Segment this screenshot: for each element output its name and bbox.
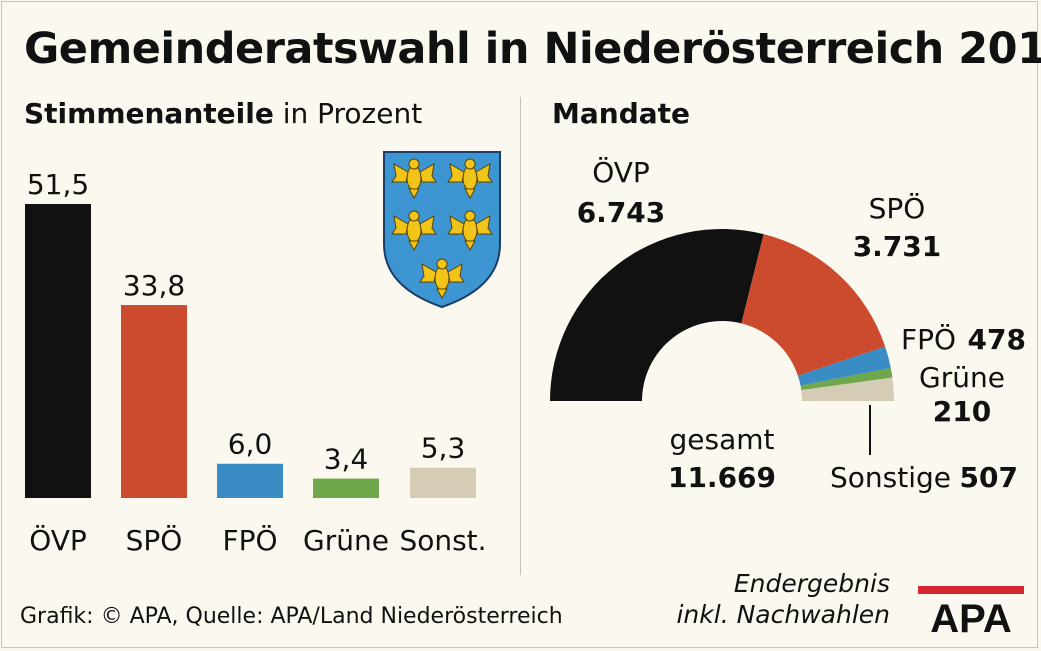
donut-value-label: 6.743	[577, 196, 666, 229]
bar-category-label: SPÖ	[126, 523, 183, 557]
bar-value-label: 3,4	[324, 443, 369, 476]
bar-chart-subtitle-bold: Stimmenanteile	[24, 97, 274, 130]
apa-logo: APA	[918, 586, 1024, 636]
bar-category-label: Grüne	[303, 524, 389, 557]
result-note: Endergebnis inkl. Nachwahlen	[640, 568, 890, 630]
bar-chart-subtitle: Stimmenanteile in Prozent	[24, 97, 422, 130]
donut-label: SPÖ	[869, 191, 926, 225]
donut-value-label: 210	[933, 395, 991, 428]
donut-label: Grüne	[919, 361, 1005, 394]
bar-value-label: 33,8	[123, 269, 185, 302]
donut-label: Sonstige	[830, 461, 951, 494]
bar-3	[313, 478, 379, 498]
bar-value-label: 51,5	[27, 168, 89, 201]
page-title: Gemeinderatswahl in Niederösterreich 201…	[24, 24, 1041, 74]
bar-2	[217, 463, 283, 498]
bar-chart-subtitle-rest: in Prozent	[273, 97, 423, 130]
donut-chart-subtitle: Mandate	[552, 97, 691, 130]
apa-logo-text: APA	[930, 597, 1011, 636]
source-credit: Grafik: © APA, Quelle: APA/Land Niederös…	[20, 604, 563, 629]
result-note-line1: Endergebnis	[733, 569, 890, 598]
donut-value-label: 478	[968, 323, 1026, 356]
bar-value-label: 6,0	[228, 428, 273, 461]
bar-1	[121, 305, 187, 498]
donut-slice-0	[550, 228, 764, 401]
donut-total-label: gesamt	[670, 423, 775, 456]
donut-slice-3	[800, 368, 893, 391]
donut-value-label: 3.731	[853, 230, 942, 263]
donut-label: FPÖ	[901, 322, 956, 356]
bar-4	[410, 467, 476, 498]
donut-total-value: 11.669	[668, 461, 776, 494]
donut-value-label: 507	[960, 461, 1018, 494]
bar-chart: 51,5 ÖVP 33,8 SPÖ 6,0 FPÖ 3,4 Grüne 5,3 Sonst.	[25, 168, 487, 557]
result-note-line2: inkl. Nachwahlen	[676, 600, 890, 629]
coat-of-arms-icon	[383, 151, 501, 309]
donut-label: ÖVP	[592, 155, 650, 189]
donut-slice-2	[797, 346, 891, 386]
bar-category-label: FPÖ	[222, 523, 277, 557]
bar-category-label: Sonst.	[399, 524, 486, 557]
panel-divider	[520, 97, 521, 575]
bar-category-label: ÖVP	[29, 523, 87, 557]
bar-value-label: 5,3	[421, 432, 466, 465]
donut-slice-4	[801, 377, 894, 401]
bar-0	[25, 204, 91, 498]
donut-slice-1	[741, 234, 886, 376]
